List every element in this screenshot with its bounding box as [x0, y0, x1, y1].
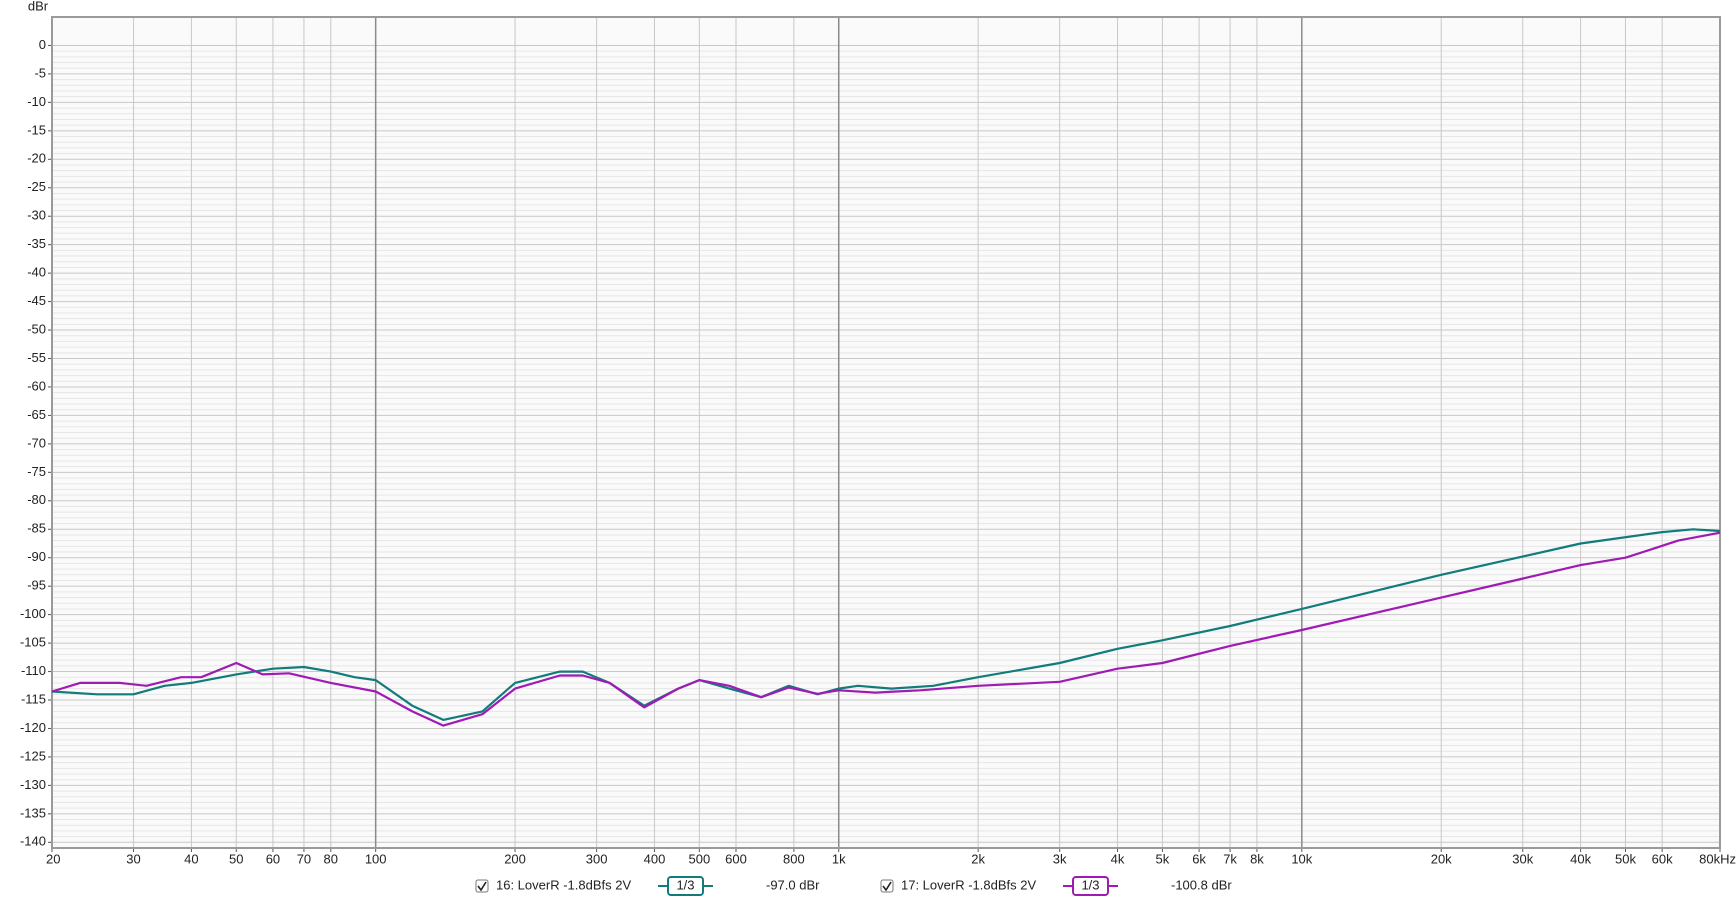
legend-item: 17: LoverR -1.8dBfs 2V 1/3 -100.8 dBr: [880, 876, 1232, 896]
y-tick-label: -35: [27, 236, 46, 251]
smoothing-button[interactable]: [667, 876, 704, 896]
x-tick-label: 80kHz: [1699, 851, 1736, 866]
y-tick-label: -10: [27, 94, 46, 109]
legend-name: 16: LoverR -1.8dBfs 2V: [496, 877, 631, 892]
y-tick-label: -125: [20, 748, 46, 763]
legend-item: 16: LoverR -1.8dBfs 2V 1/3 -97.0 dBr: [475, 876, 820, 896]
legend-check: [882, 881, 892, 892]
x-tick-label: 30k: [1512, 851, 1533, 866]
smoothing-label: 1/3: [1081, 877, 1099, 892]
x-tick-label: 60k: [1652, 851, 1673, 866]
y-tick-label: -100: [20, 606, 46, 621]
y-tick-label: -110: [21, 663, 46, 678]
legend-check: [477, 881, 487, 892]
y-tick-label: -75: [27, 464, 46, 479]
x-tick-label: 100: [365, 851, 387, 866]
legend-readout: -100.8 dBr: [1171, 877, 1232, 892]
x-tick-label: 2k: [971, 851, 985, 866]
smoothing-button[interactable]: [1072, 876, 1109, 896]
y-tick-label: -5: [34, 65, 46, 80]
y-tick-label: -50: [27, 321, 46, 336]
series-line: [51, 531, 1721, 727]
plot-frame: [51, 16, 1721, 849]
x-tick-label: 8k: [1250, 851, 1264, 866]
legend-readout: -97.0 dBr: [766, 877, 820, 892]
x-tick-label: 50: [229, 851, 243, 866]
y-tick-label: -90: [27, 549, 46, 564]
y-tick-label: -140: [20, 834, 46, 849]
x-tick-label: 30: [126, 851, 140, 866]
y-tick-label: -135: [20, 805, 46, 820]
x-tick-label: 1k: [832, 851, 846, 866]
x-tick-label: 40k: [1570, 851, 1591, 866]
y-tick-label: -115: [21, 691, 46, 706]
y-tick-label: -45: [27, 293, 46, 308]
smoothing-label: 1/3: [676, 877, 694, 892]
x-tick-label: 60: [266, 851, 280, 866]
x-tick-label: 4k: [1111, 851, 1125, 866]
x-tick-label: 500: [688, 851, 710, 866]
x-tick-label: 50k: [1615, 851, 1636, 866]
x-tick-label: 40: [184, 851, 198, 866]
x-tick-label: 6k: [1192, 851, 1206, 866]
x-tick-label: 20: [46, 851, 60, 866]
y-tick-label: -105: [20, 635, 46, 650]
y-tick-label: -40: [27, 265, 46, 280]
y-tick-label: -65: [27, 407, 46, 422]
x-tick-label: 70: [297, 851, 311, 866]
y-tick-label: -20: [27, 151, 46, 166]
y-tick-label: -95: [27, 578, 46, 593]
x-tick-label: 20k: [1431, 851, 1452, 866]
y-tick-label: -85: [27, 521, 46, 536]
y-tick-label: -70: [27, 435, 46, 450]
legend-checkbox[interactable]: [475, 879, 489, 893]
x-tick-label: 5k: [1156, 851, 1170, 866]
x-tick-label: 80: [324, 851, 338, 866]
y-tick-label: -25: [27, 179, 46, 194]
y-tick-label: -120: [20, 720, 46, 735]
x-tick-label: 800: [783, 851, 805, 866]
y-tick-label: 0: [39, 37, 46, 52]
legend-name: 17: LoverR -1.8dBfs 2V: [901, 877, 1036, 892]
x-tick-label: 300: [586, 851, 608, 866]
x-tick-label: 7k: [1223, 851, 1237, 866]
x-tick-label: 600: [725, 851, 747, 866]
x-tick-label: 3k: [1053, 851, 1067, 866]
y-axis-label: dBr: [28, 0, 49, 13]
x-tick-label: 400: [644, 851, 666, 866]
y-tick-label: -130: [20, 777, 46, 792]
x-tick-label: 200: [504, 851, 526, 866]
legend-checkbox[interactable]: [880, 879, 894, 893]
y-tick-label: -15: [27, 122, 46, 137]
y-tick-label: -55: [27, 350, 46, 365]
x-tick-label: 10k: [1291, 851, 1312, 866]
y-tick-label: -60: [27, 378, 46, 393]
y-tick-label: -30: [27, 208, 46, 223]
y-tick-label: -80: [27, 492, 46, 507]
